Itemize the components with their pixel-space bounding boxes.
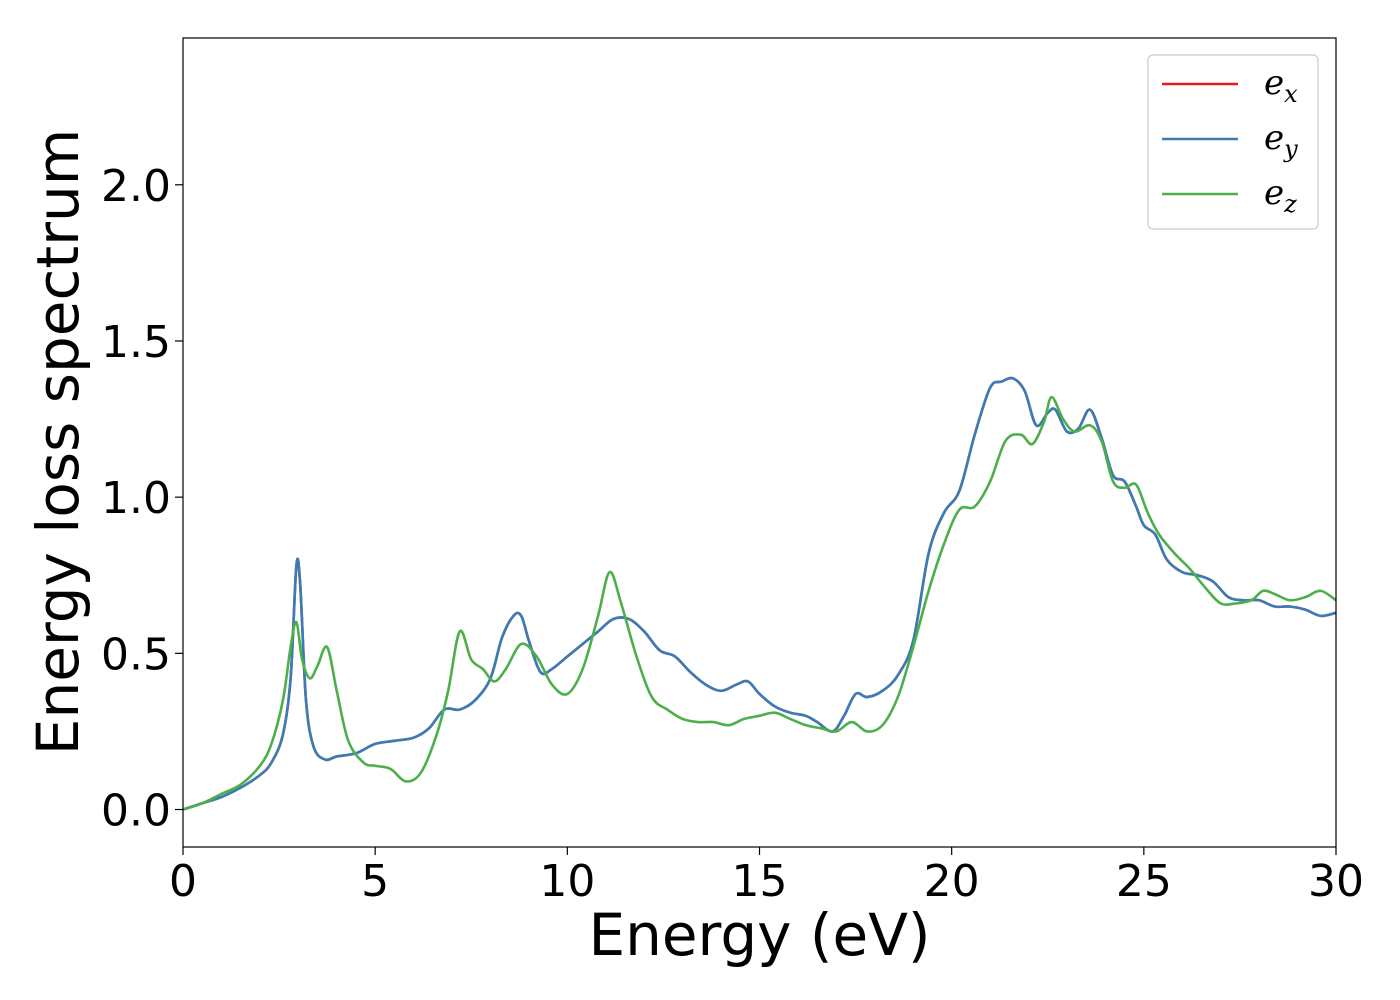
legend-label-e-x: ex xyxy=(1264,63,1298,108)
y-axis-ticks: 0.0 0.5 1.0 1.5 2.0 xyxy=(101,161,183,837)
x-tick-label: 30 xyxy=(1308,856,1364,907)
y-tick-label: 0.0 xyxy=(101,786,171,837)
x-tick-label: 0 xyxy=(169,856,197,907)
x-tick-label: 15 xyxy=(732,856,788,907)
legend: ex ey ez xyxy=(1147,54,1319,230)
x-tick-label: 5 xyxy=(361,856,389,907)
legend-label-e-z: ez xyxy=(1264,173,1297,218)
y-tick-label: 2.0 xyxy=(101,161,171,212)
legend-box xyxy=(1147,54,1319,230)
y-tick-label: 1.5 xyxy=(101,317,171,368)
x-axis-title: Energy (eV) xyxy=(588,901,930,969)
series-line-e-y xyxy=(183,376,1336,811)
x-axis-ticks: 0 5 10 15 20 25 30 xyxy=(169,847,1364,907)
y-tick-label: 1.0 xyxy=(101,473,171,524)
legend-label-e-y: ey xyxy=(1264,118,1298,163)
x-tick-label: 20 xyxy=(924,856,980,907)
series-line-e-x xyxy=(183,376,1336,811)
x-tick-label: 10 xyxy=(539,856,595,907)
y-axis-title: Energy loss spectrum xyxy=(24,129,92,755)
series-layer xyxy=(183,376,1336,811)
x-tick-label: 25 xyxy=(1116,856,1172,907)
legend-entries: ex ey ez xyxy=(1162,63,1298,218)
y-tick-label: 0.5 xyxy=(101,629,171,680)
series-line-e-z xyxy=(183,395,1336,811)
